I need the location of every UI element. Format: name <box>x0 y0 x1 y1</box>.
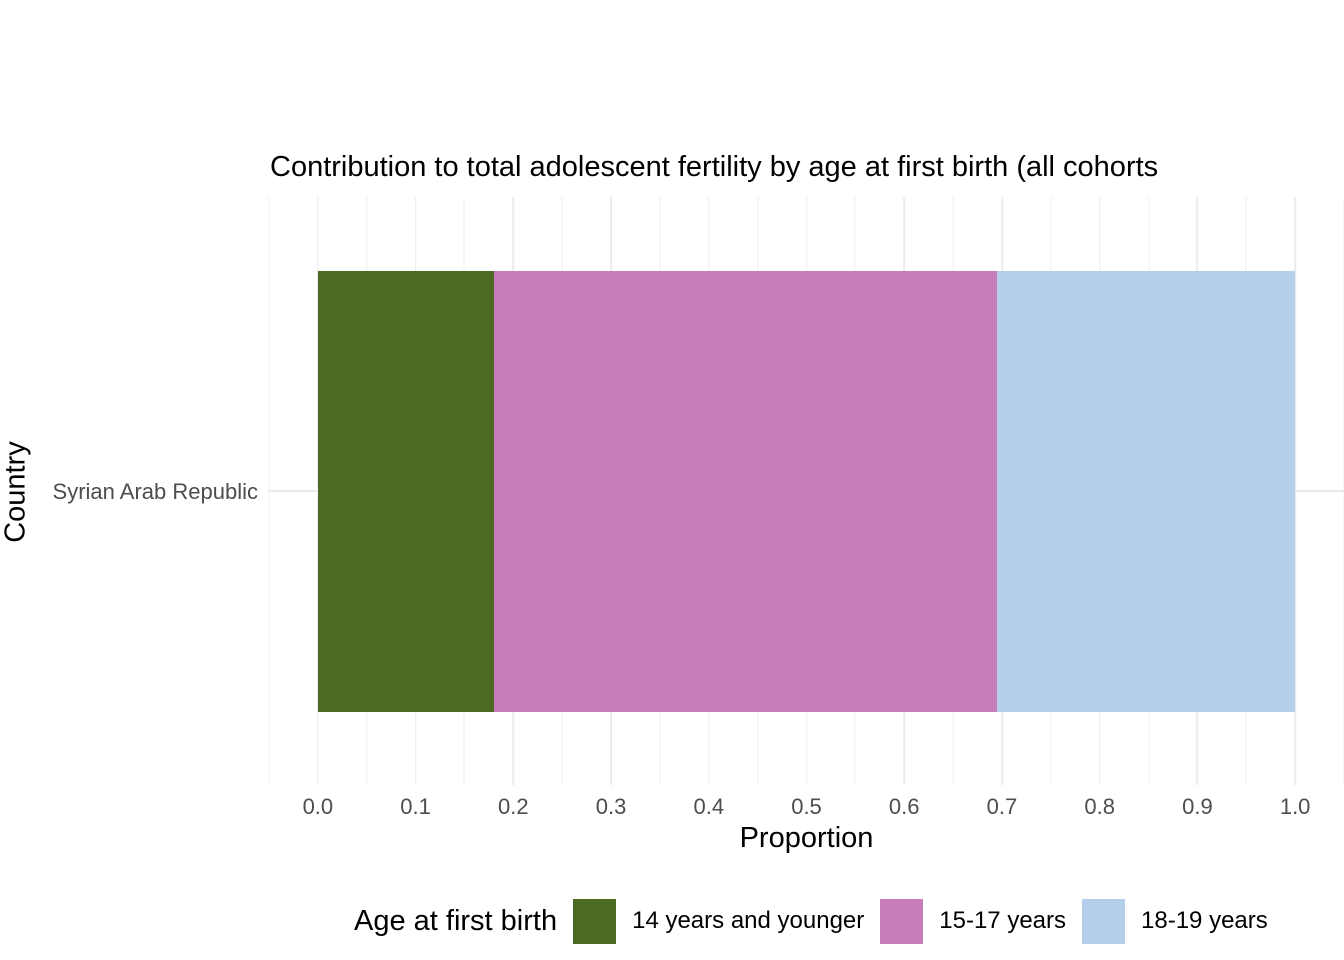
legend-key-15-17 <box>880 898 924 944</box>
x-tick-label: 0.1 <box>400 794 431 819</box>
legend: Age at first birth 14 years and younger … <box>354 897 1268 945</box>
x-tick-label: 0.8 <box>1084 794 1115 819</box>
x-axis-tick-labels: 0.0 0.1 0.2 0.3 0.4 0.5 0.6 0.7 0.8 0.9 1.0 <box>269 794 1344 820</box>
x-tick-label: 0.7 <box>986 794 1018 819</box>
x-tick-label: 0.6 <box>888 794 920 819</box>
x-axis-title: Proportion <box>739 822 874 854</box>
x-tick-label: 1.0 <box>1279 794 1311 819</box>
x-tick-label: 0.3 <box>595 794 627 819</box>
x-tick-label: 0.4 <box>693 794 725 819</box>
legend-item-18-19: 18-19 years <box>1082 898 1268 944</box>
plot-panel <box>268 197 1344 785</box>
legend-item-15-17: 15-17 years <box>880 898 1067 944</box>
bar-segment-3 <box>997 271 1296 712</box>
x-tick-label: 0.0 <box>302 794 334 819</box>
legend-key-14-and-younger <box>573 898 617 944</box>
y-tick-label-syrian-arab-republic: Syrian Arab Republic <box>52 479 258 504</box>
legend-label-15-17: 15-17 years <box>939 907 1067 934</box>
bar-segment-2 <box>493 271 998 712</box>
x-tick-label: 0.2 <box>498 794 529 819</box>
x-tick-label: 0.9 <box>1182 794 1213 819</box>
legend-key-18-19 <box>1082 898 1126 944</box>
legend-label-14-and-younger: 14 years and younger <box>632 907 865 934</box>
chart-title: Contribution to total adolescent fertili… <box>270 151 1159 183</box>
legend-label-18-19: 18-19 years <box>1141 907 1268 934</box>
bar-segment-1 <box>317 271 494 712</box>
x-tick-label: 0.5 <box>791 794 822 819</box>
legend-title: Age at first birth <box>354 904 558 937</box>
legend-item-14-and-younger: 14 years and younger <box>573 898 865 944</box>
stacked-bar <box>317 271 1296 712</box>
